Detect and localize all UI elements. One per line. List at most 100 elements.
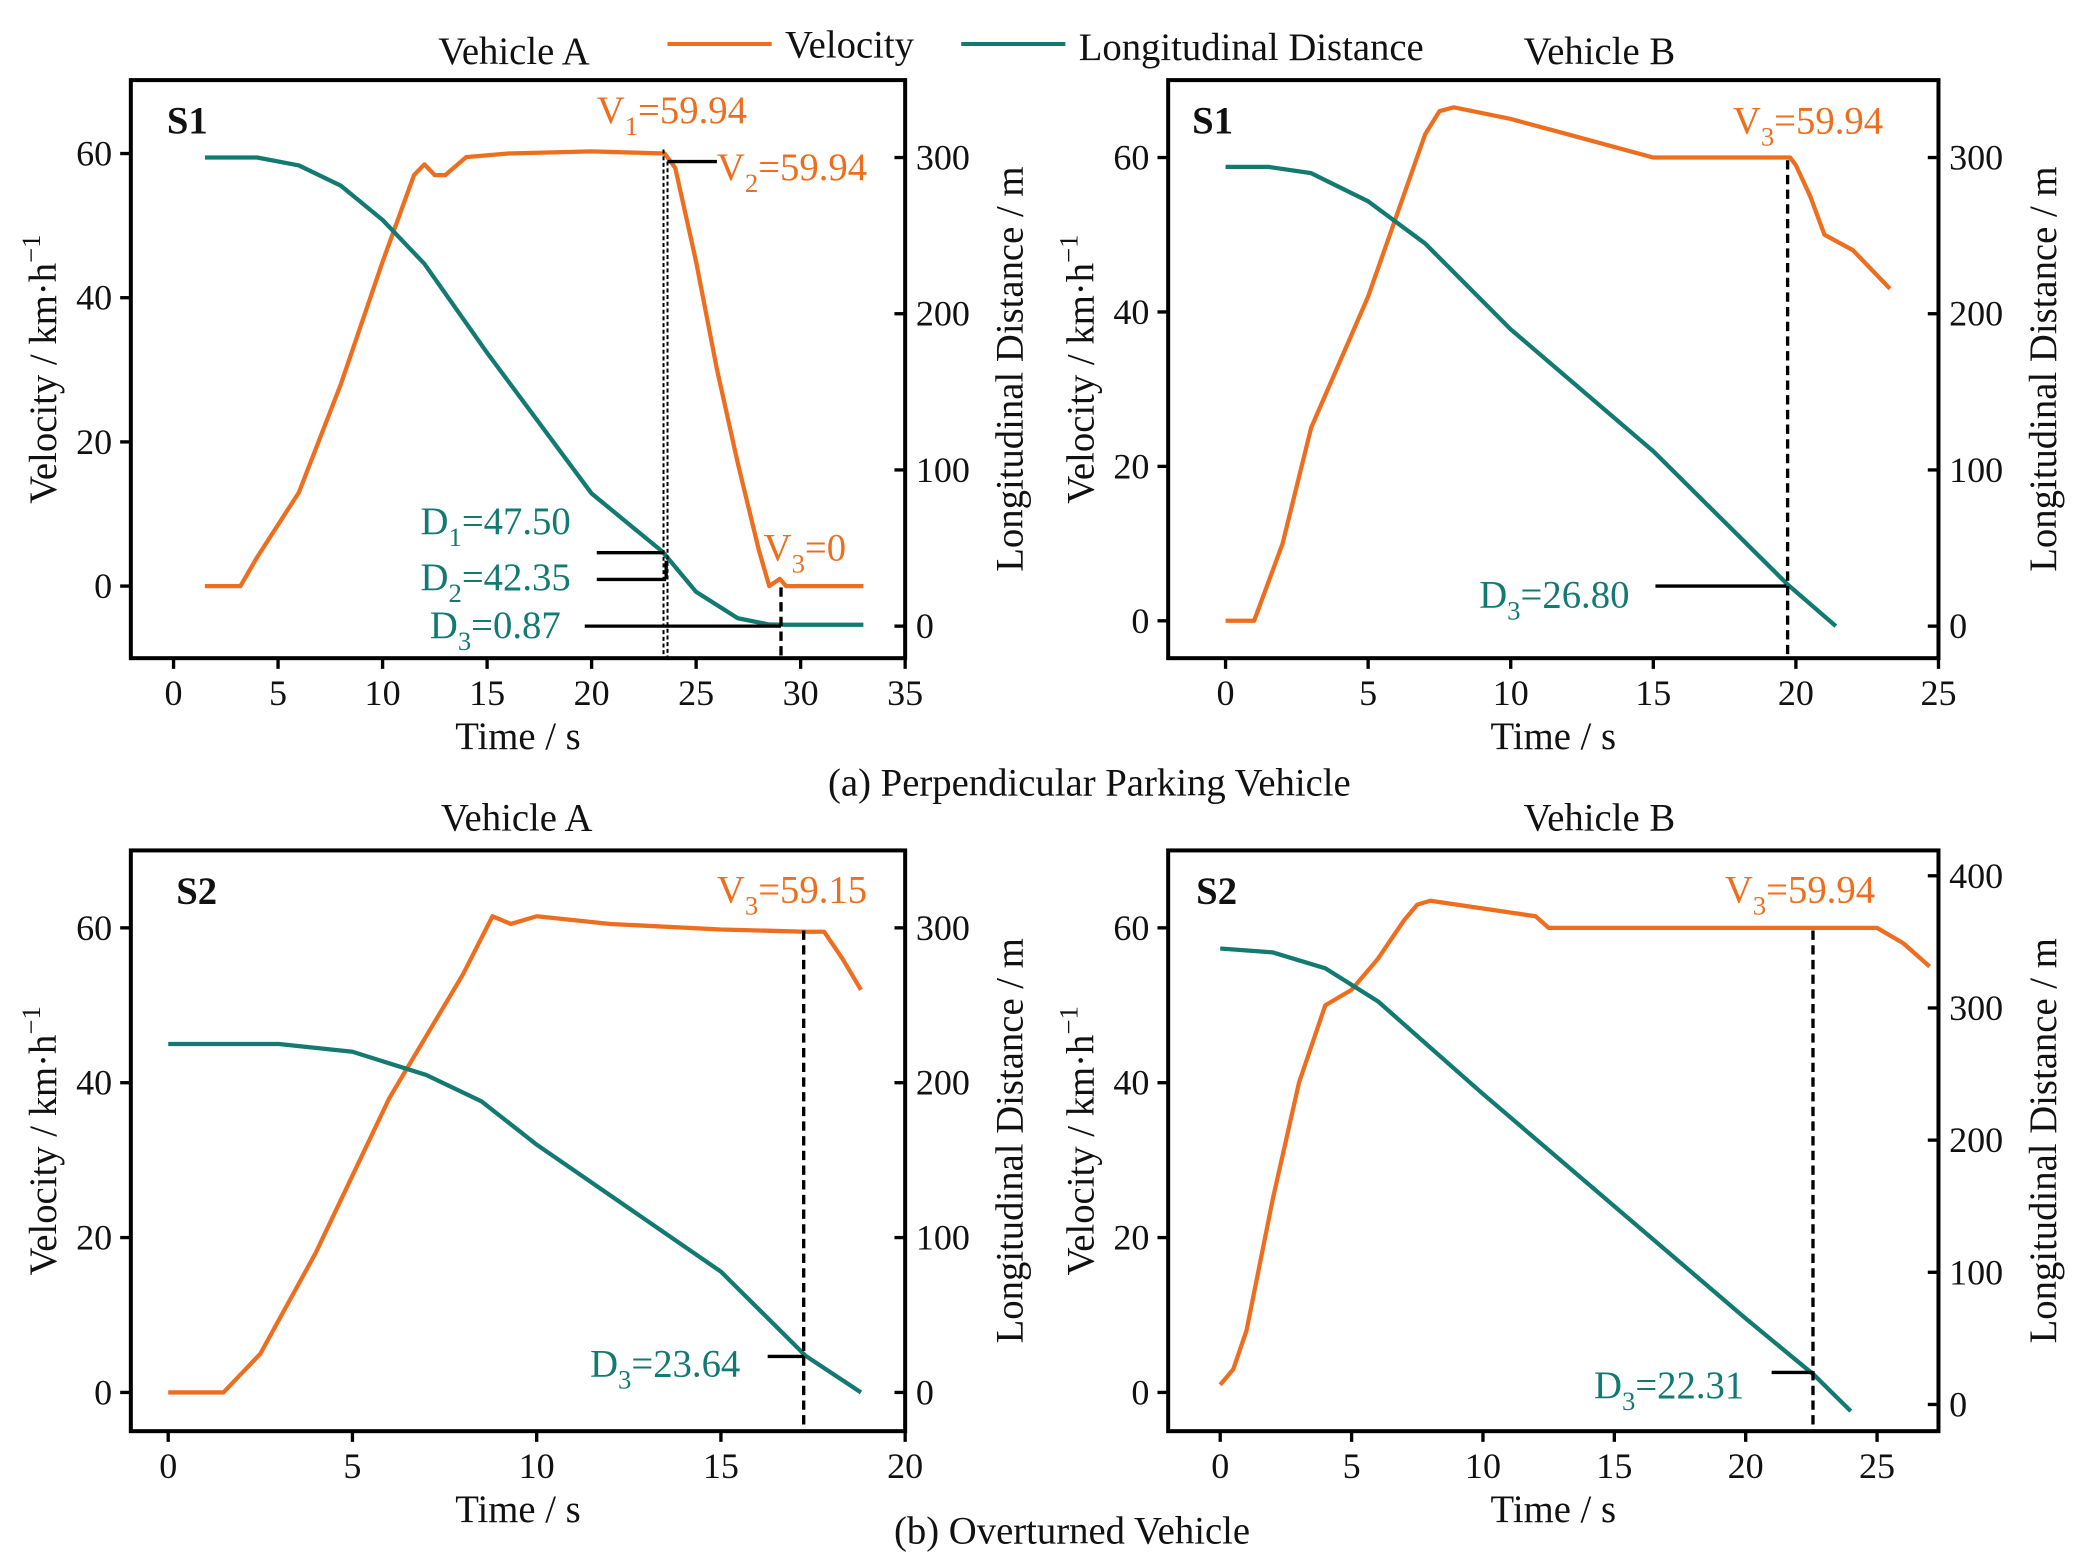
legend-velocity-label: Velocity — [785, 24, 915, 66]
y-axis-title: Velocity / km·h−1 — [1053, 1006, 1102, 1275]
annotation-value: =0 — [805, 528, 846, 570]
x-tick-label: 30 — [783, 673, 819, 713]
x-tick-label: 10 — [1465, 1446, 1501, 1486]
annotation-subscript: 3 — [1507, 595, 1520, 625]
annotation-label: V3=59.94 — [1733, 101, 1883, 152]
y-tick-label: 20 — [76, 422, 112, 462]
y-axis-title-superscript: −1 — [16, 1006, 46, 1034]
annotation-label: D2=42.35 — [421, 557, 571, 608]
annotation-subscript: 3 — [792, 549, 805, 579]
annotation-label: V3=0 — [764, 528, 846, 579]
y-tick-label: 60 — [1113, 138, 1149, 178]
x-tick-label: 15 — [469, 673, 505, 713]
chart-panel-1: Vehicle A S1 0 5 10 15 20 25 30 35 0 20 40 60 0 100 200 3… — [16, 31, 1032, 758]
y-tick-label: 40 — [76, 1063, 112, 1103]
annotation-value: =59.94 — [758, 147, 867, 189]
y2-tick-label: 100 — [1949, 1252, 2003, 1292]
annotation-value: =0.87 — [471, 605, 561, 647]
panel-title: Vehicle A — [441, 797, 593, 839]
y-tick-label: 60 — [1113, 908, 1149, 948]
plot-frame — [128, 848, 908, 1434]
distance-series-line — [1220, 946, 1853, 1413]
x-tick-label: 15 — [1596, 1446, 1632, 1486]
x-tick-label: 25 — [678, 673, 714, 713]
chart-panel-4: Vehicle B S2 0 5 10 15 20 25 0 20 40 60 0 100 200 300 40… — [1053, 797, 2065, 1531]
y-tick-label: 20 — [1113, 1218, 1149, 1258]
distance-series-line — [168, 1041, 863, 1395]
annotation-value: =22.31 — [1635, 1365, 1744, 1407]
y2-tick-label: 100 — [1949, 450, 2003, 490]
annotation-subscript: 3 — [618, 1364, 631, 1394]
y2-tick-label: 300 — [1949, 988, 2003, 1028]
plot-frame — [1166, 848, 1941, 1434]
y2-axis-title: Longitudinal Distance / m — [990, 167, 1032, 572]
y-tick-label: 20 — [76, 1218, 112, 1258]
annotation-subscript: 1 — [448, 522, 461, 552]
x-tick-label: 0 — [159, 1446, 177, 1486]
y2-tick-label: 400 — [1949, 856, 2003, 896]
annotation-label: D3=23.64 — [590, 1343, 740, 1394]
annotation-subscript: 3 — [1753, 891, 1766, 921]
caption-b: (b) Overturned Vehicle — [894, 1510, 1250, 1552]
annotation-subscript: 2 — [745, 168, 758, 198]
panel-title: Vehicle B — [1524, 31, 1676, 73]
x-tick-label: 25 — [1859, 1446, 1895, 1486]
y-axis-title-superscript: −1 — [1053, 235, 1083, 263]
panel-title: Vehicle B — [1524, 797, 1676, 839]
y-tick-label: 40 — [1113, 1063, 1149, 1103]
velocity-series-line — [168, 914, 863, 1395]
scenario-label: S2 — [1196, 871, 1237, 913]
y2-axis-title: Longitudinal Distance / m — [2023, 167, 2065, 572]
x-tick-label: 20 — [1728, 1446, 1764, 1486]
annotation-value: =59.94 — [638, 90, 747, 132]
y2-axis-title: Longitudinal Distance / m — [990, 938, 1032, 1343]
y2-tick-label: 300 — [1949, 138, 2003, 178]
x-tick-label: 10 — [519, 1446, 555, 1486]
annotation-subscript: 3 — [1622, 1386, 1635, 1416]
legend-distance-label: Longitudinal Distance — [1079, 27, 1424, 69]
x-tick-label: 10 — [365, 673, 401, 713]
y-tick-label: 0 — [94, 1372, 112, 1412]
velocity-series-line — [204, 149, 864, 589]
y-tick-label: 60 — [76, 908, 112, 948]
y2-tick-label: 0 — [916, 606, 934, 646]
x-tick-label: 20 — [887, 1446, 923, 1486]
y2-tick-label: 300 — [916, 908, 970, 948]
y2-tick-label: 300 — [916, 138, 970, 178]
x-tick-label: 15 — [703, 1446, 739, 1486]
y-axis-title: Velocity / km·h−1 — [16, 235, 65, 504]
y2-tick-label: 0 — [1949, 1384, 1967, 1424]
x-tick-label: 0 — [165, 673, 183, 713]
y2-tick-label: 200 — [1949, 294, 2003, 334]
x-tick-label: 10 — [1493, 673, 1529, 713]
x-tick-label: 35 — [887, 673, 923, 713]
y-tick-label: 0 — [94, 566, 112, 606]
x-tick-label: 20 — [574, 673, 610, 713]
annotation-subscript: 2 — [448, 578, 461, 608]
y2-tick-label: 200 — [916, 294, 970, 334]
annotation-value: =42.35 — [462, 557, 571, 599]
x-tick-label: 25 — [1920, 673, 1956, 713]
plot-frame — [128, 78, 908, 661]
y2-tick-label: 0 — [916, 1372, 934, 1412]
x-tick-label: 20 — [1778, 673, 1814, 713]
x-axis-title: Time / s — [455, 716, 580, 758]
x-tick-label: 0 — [1217, 673, 1235, 713]
annotation-label: D1=47.50 — [421, 501, 571, 552]
annotation-value: =23.64 — [631, 1343, 740, 1385]
y-tick-label: 40 — [1113, 292, 1149, 332]
annotation-value: =47.50 — [462, 501, 571, 543]
y-axis-title-superscript: −1 — [1053, 1006, 1083, 1034]
x-axis-title: Time / s — [1491, 716, 1616, 758]
x-tick-label: 5 — [1359, 673, 1377, 713]
annotation-label: V2=59.94 — [717, 147, 867, 198]
annotation-value: =59.94 — [1766, 869, 1875, 911]
annotation-label: D3=22.31 — [1594, 1365, 1744, 1416]
y-tick-label: 0 — [1131, 601, 1149, 641]
distance-series-line — [204, 155, 864, 627]
scenario-label: S1 — [1192, 101, 1233, 143]
x-tick-label: 5 — [343, 1446, 361, 1486]
y-axis-title: Velocity / km·h−1 — [1053, 235, 1102, 504]
